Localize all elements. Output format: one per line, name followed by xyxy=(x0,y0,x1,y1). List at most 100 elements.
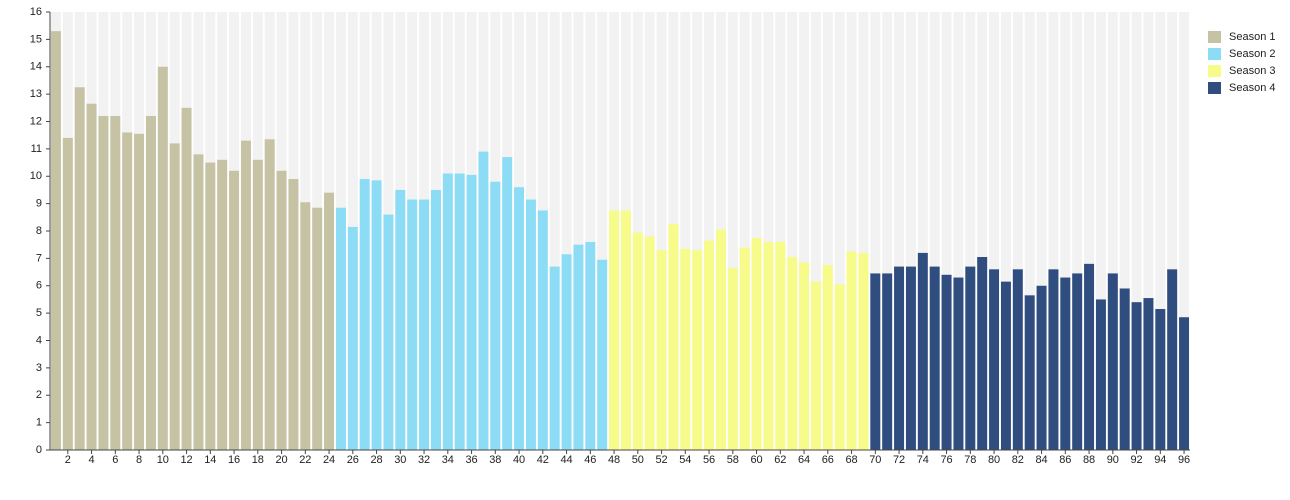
bar xyxy=(727,267,738,450)
background-stripe xyxy=(763,12,774,450)
bar xyxy=(1119,288,1130,450)
background-stripe xyxy=(1143,12,1154,450)
bar xyxy=(229,170,240,450)
background-stripe xyxy=(1072,12,1083,450)
bar xyxy=(324,192,335,451)
background-stripe xyxy=(1084,12,1095,450)
background-stripe xyxy=(739,12,750,450)
background-stripe xyxy=(1095,12,1106,450)
bar xyxy=(692,250,703,450)
bar xyxy=(656,250,667,450)
bar xyxy=(1107,273,1118,450)
bar xyxy=(775,241,786,450)
bar xyxy=(870,273,881,450)
bar xyxy=(169,143,180,450)
bar xyxy=(110,116,121,451)
y-tick-label: 8 xyxy=(36,225,42,237)
background-stripe xyxy=(656,12,667,450)
bar xyxy=(799,262,810,450)
x-tick-label: 84 xyxy=(1035,454,1047,466)
x-tick-label: 8 xyxy=(136,454,142,466)
x-tick-label: 26 xyxy=(347,454,359,466)
x-tick-label: 54 xyxy=(679,454,691,466)
y-tick-label: 10 xyxy=(30,170,42,182)
background-stripe xyxy=(989,12,1000,450)
background-stripe xyxy=(775,12,786,450)
background-stripe xyxy=(905,12,916,450)
background-stripe xyxy=(1119,12,1130,450)
background-stripe xyxy=(1060,12,1071,450)
bar xyxy=(929,266,940,450)
y-tick-label: 7 xyxy=(36,252,42,264)
x-tick-label: 38 xyxy=(489,454,501,466)
background-stripe xyxy=(561,12,572,450)
background-stripe xyxy=(1155,12,1166,450)
background-stripe xyxy=(632,12,643,450)
bar xyxy=(1095,299,1106,450)
bar xyxy=(1167,269,1178,450)
background-stripe xyxy=(1012,12,1023,450)
background-stripe xyxy=(751,12,762,450)
x-tick-label: 48 xyxy=(608,454,620,466)
bar xyxy=(359,178,370,451)
bar xyxy=(597,259,608,450)
y-tick-label: 3 xyxy=(36,362,42,374)
bar xyxy=(739,247,750,450)
bar xyxy=(965,266,976,450)
bar xyxy=(98,116,109,451)
background-stripe xyxy=(1000,12,1011,450)
background-stripe xyxy=(882,12,893,450)
bar xyxy=(1072,273,1083,450)
x-tick-label: 28 xyxy=(370,454,382,466)
x-tick-label: 18 xyxy=(252,454,264,466)
bar xyxy=(252,159,263,450)
bar xyxy=(62,137,73,451)
background-stripe xyxy=(977,12,988,450)
x-tick-label: 50 xyxy=(632,454,644,466)
x-tick-label: 20 xyxy=(275,454,287,466)
x-tick-label: 14 xyxy=(204,454,216,466)
x-tick-label: 12 xyxy=(180,454,192,466)
bar xyxy=(347,226,358,450)
bar xyxy=(810,281,821,450)
bar xyxy=(145,116,156,451)
y-tick-label: 9 xyxy=(36,198,42,210)
bar xyxy=(882,273,893,450)
x-tick-label: 90 xyxy=(1107,454,1119,466)
x-tick-label: 30 xyxy=(394,454,406,466)
x-tick-label: 70 xyxy=(869,454,881,466)
bar xyxy=(181,107,192,450)
bar xyxy=(383,214,394,450)
x-tick-label: 10 xyxy=(157,454,169,466)
x-tick-label: 80 xyxy=(988,454,1000,466)
legend-swatch xyxy=(1208,48,1221,60)
bar xyxy=(407,199,418,450)
y-tick-label: 12 xyxy=(30,115,42,127)
bar xyxy=(502,157,513,450)
bar xyxy=(466,174,477,450)
legend-label: Season 2 xyxy=(1229,48,1275,60)
bar xyxy=(50,31,61,450)
bar xyxy=(573,244,584,450)
bar xyxy=(905,266,916,450)
background-stripe xyxy=(894,12,905,450)
background-stripe xyxy=(965,12,976,450)
bar xyxy=(1143,298,1154,450)
x-tick-label: 96 xyxy=(1178,454,1190,466)
x-tick-label: 44 xyxy=(560,454,572,466)
bar xyxy=(977,257,988,450)
bar xyxy=(300,202,311,450)
x-tick-label: 78 xyxy=(964,454,976,466)
x-tick-label: 32 xyxy=(418,454,430,466)
bar xyxy=(1084,263,1095,450)
bar xyxy=(561,254,572,450)
x-tick-label: 86 xyxy=(1059,454,1071,466)
bar xyxy=(134,133,145,450)
x-tick-label: 88 xyxy=(1083,454,1095,466)
bar xyxy=(1131,302,1142,450)
background-stripe xyxy=(799,12,810,450)
bar xyxy=(1179,317,1190,450)
y-tick-label: 13 xyxy=(30,88,42,100)
legend-label: Season 4 xyxy=(1229,82,1275,94)
bar xyxy=(312,207,323,450)
